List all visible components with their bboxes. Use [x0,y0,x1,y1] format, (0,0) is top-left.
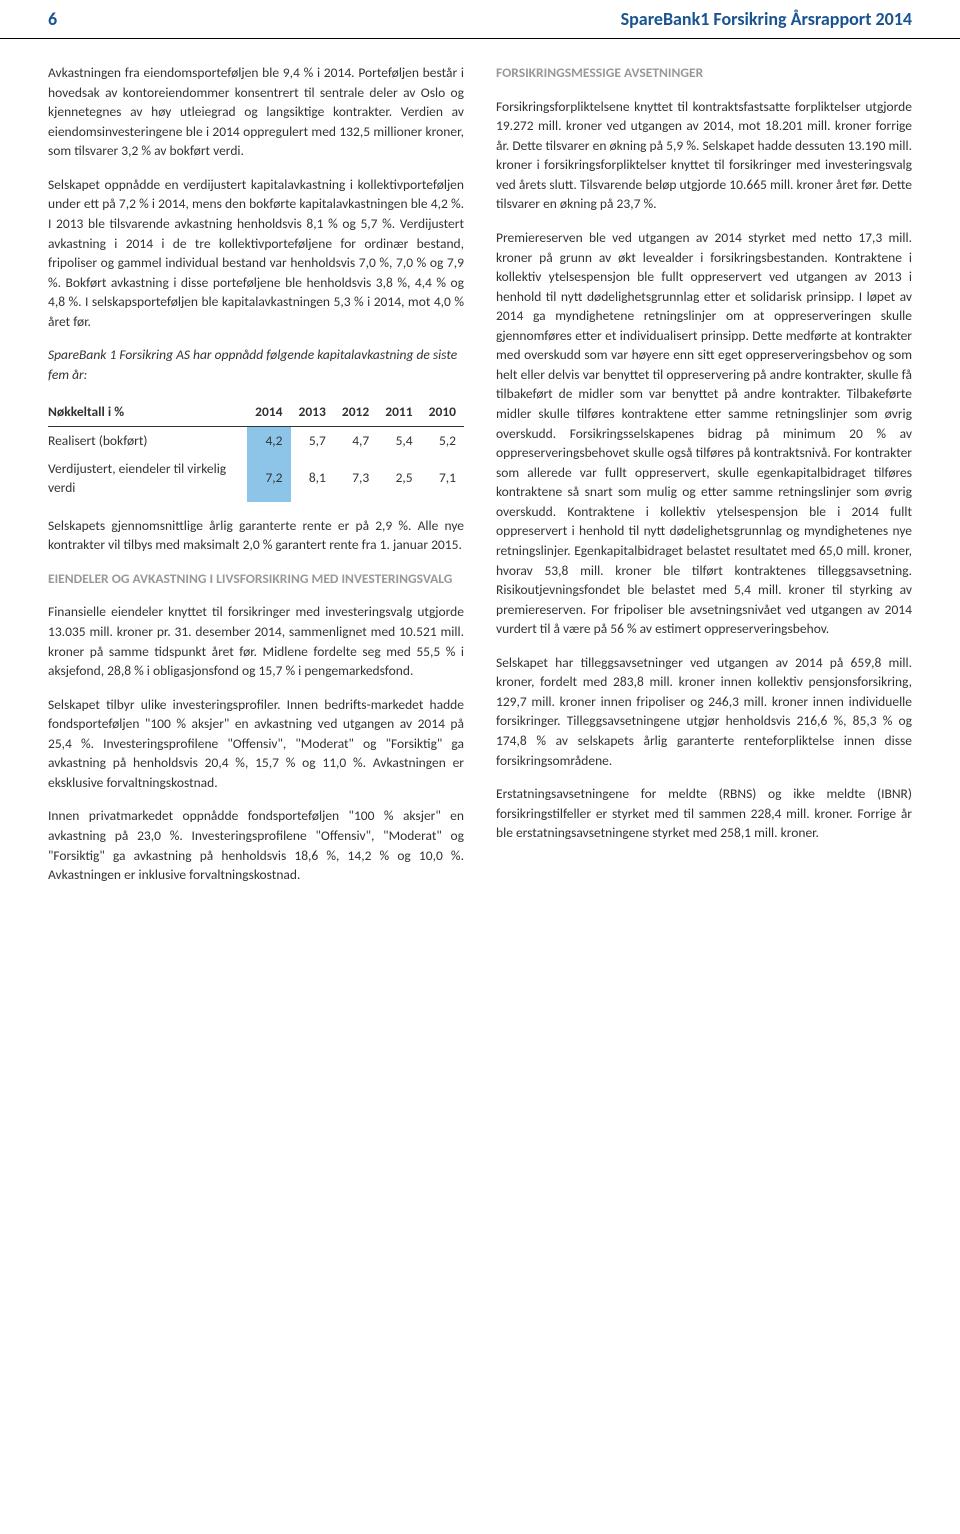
cell-value: 8,1 [291,455,334,502]
row-label: Verdijustert, eiendeler til virkelig ver… [48,455,247,502]
table-row: Realisert (bokført) 4,2 5,7 4,7 5,4 5,2 [48,427,464,455]
cell-value: 4,2 [247,427,290,455]
paragraph: Selskapet oppnådde en verdijustert kapit… [48,175,464,332]
paragraph: Avkastningen fra eiendomsporteføljen ble… [48,63,464,161]
paragraph: Innen privatmarkedet oppnådde fondsporte… [48,806,464,884]
paragraph: Premiereserven ble ved utgangen av 2014 … [496,228,912,639]
report-page: 6 SpareBank1 Forsikring Årsrapport 2014 … [0,0,960,899]
table-intro: SpareBank 1 Forsikring AS har oppnådd fø… [48,345,464,384]
row-label: Realisert (bokført) [48,427,247,455]
cell-value: 7,3 [334,455,377,502]
section-heading: FORSIKRINGSMESSIGE AVSETNINGER [496,63,912,83]
paragraph: Finansielle eiendeler knyttet til forsik… [48,602,464,680]
paragraph: Selskapets gjennomsnittlige årlig garant… [48,516,464,555]
cell-value: 5,4 [377,427,420,455]
cell-value: 5,2 [421,427,464,455]
paragraph: Erstatningsavsetningene for meldte (RBNS… [496,784,912,843]
table-header-row: Nøkkeltall i % 2014 2013 2012 2011 2010 [48,398,464,426]
table-header: 2011 [377,398,420,426]
cell-value: 7,1 [421,455,464,502]
page-number: 6 [48,8,57,30]
paragraph: Selskapet tilbyr ulike investeringsprofi… [48,695,464,793]
header-title: SpareBank1 Forsikring Årsrapport 2014 [621,8,912,30]
right-column: FORSIKRINGSMESSIGE AVSETNINGER Forsikrin… [496,63,912,899]
returns-table: Nøkkeltall i % 2014 2013 2012 2011 2010 … [48,398,464,501]
cell-value: 7,2 [247,455,290,502]
paragraph: Forsikringsforpliktelsene knyttet til ko… [496,97,912,214]
table-header: 2013 [291,398,334,426]
table-row: Verdijustert, eiendeler til virkelig ver… [48,455,464,502]
table-header: Nøkkeltall i % [48,398,247,426]
table-header: 2012 [334,398,377,426]
section-heading: EIENDELER OG AVKASTNING I LIVSFORSIKRING… [48,569,464,589]
table-header: 2014 [247,398,290,426]
table-header: 2010 [421,398,464,426]
left-column: Avkastningen fra eiendomsporteføljen ble… [48,63,464,899]
cell-value: 2,5 [377,455,420,502]
cell-value: 4,7 [334,427,377,455]
cell-value: 5,7 [291,427,334,455]
content-area: Avkastningen fra eiendomsporteføljen ble… [0,63,960,899]
paragraph: Selskapet har tilleggsavsetninger ved ut… [496,653,912,770]
page-header: 6 SpareBank1 Forsikring Årsrapport 2014 [0,0,960,39]
